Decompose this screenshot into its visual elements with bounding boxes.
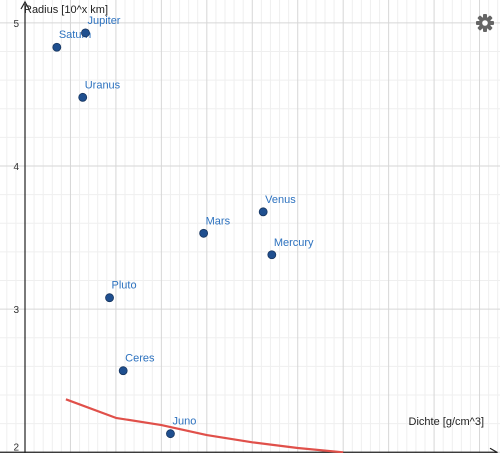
data-point-pluto[interactable] [105,293,114,303]
point-label-ceres: Ceres [125,353,155,365]
y-axis-label: Radius [10^x km] [24,4,108,16]
data-point-mercury[interactable] [267,250,277,260]
point-label-mercury: Mercury [274,237,314,249]
x-axis-arrow [489,447,499,453]
fit-curve [65,398,344,453]
point-label-venus: Venus [265,194,296,206]
y-tick-label: 2 [13,442,19,453]
point-label-pluto: Pluto [112,280,137,292]
x-axis-label: Dichte [g/cm^3] [409,416,484,428]
y-tick-label: 5 [13,19,19,30]
y-tick-label: 4 [13,162,19,173]
density-radius-curve [65,398,344,453]
data-point-ceres[interactable] [118,366,128,376]
y-axis-arrow [20,0,30,10]
y-tick-label: 3 [13,305,19,316]
point-label-uranus: Uranus [85,79,121,91]
point-label-juno: Juno [172,416,196,428]
tick-labels: 0123456789102345 [13,19,19,453]
data-point-venus[interactable] [258,207,268,217]
data-point-mars[interactable] [199,228,209,238]
point-label-mars: Mars [206,215,231,227]
gear-icon [476,14,494,32]
data-point-uranus[interactable] [78,92,88,102]
data-point-juno[interactable] [166,429,175,439]
data-points: SaturnJupiterUranusVenusMarsMercuryPluto… [52,15,314,439]
data-point-saturn[interactable] [52,42,62,52]
settings-button[interactable] [474,12,496,34]
point-label-jupiter: Jupiter [87,15,120,27]
data-point-jupiter[interactable] [81,28,90,38]
